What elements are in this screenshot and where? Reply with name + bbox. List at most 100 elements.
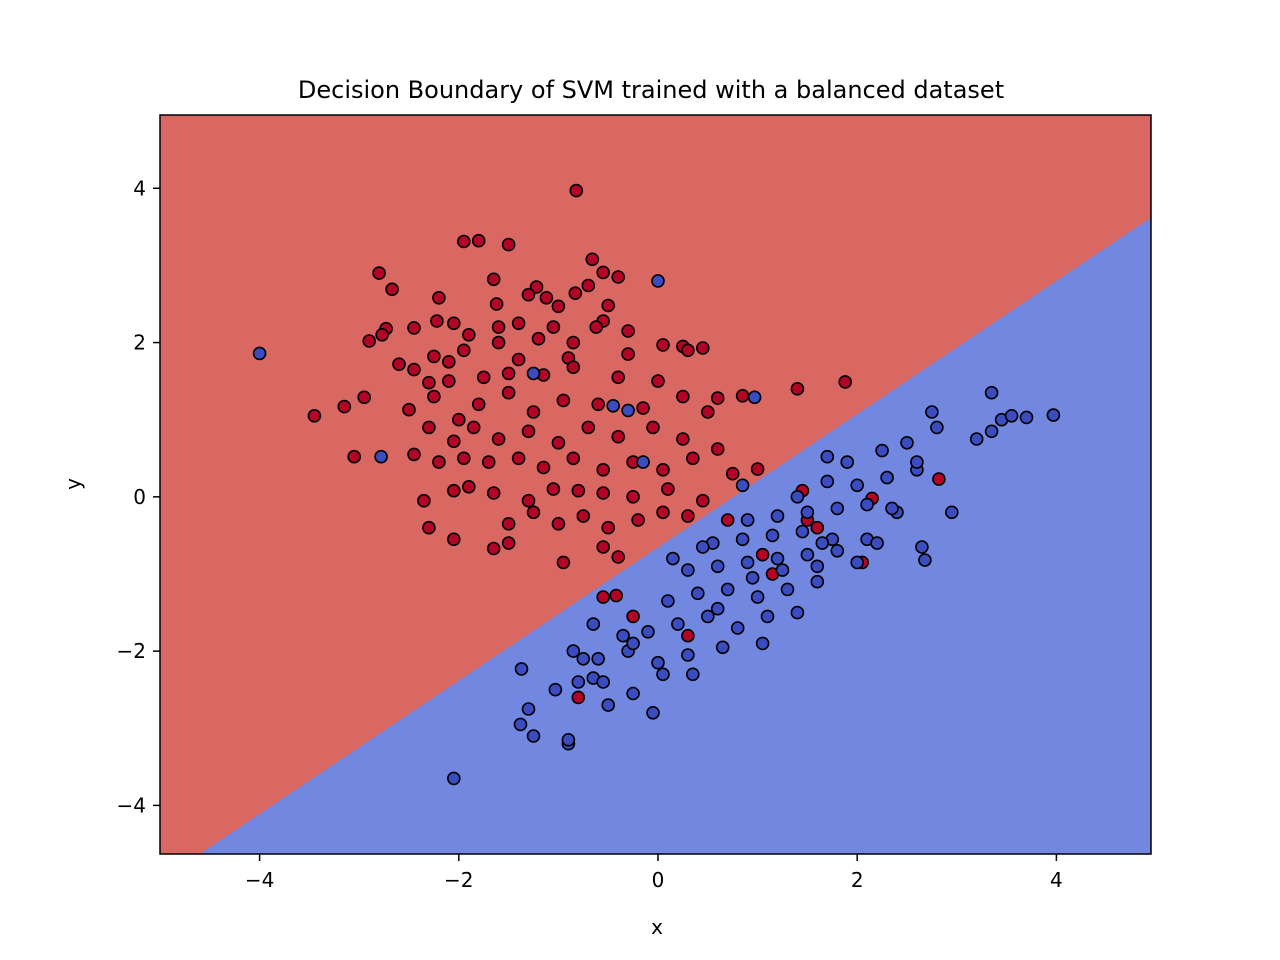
data-point-blue [747, 390, 762, 405]
data-point-blue [775, 563, 790, 577]
data-point-red [626, 609, 640, 624]
data-point-red [596, 590, 611, 604]
data-point-red [422, 420, 436, 435]
data-point-blue [830, 543, 845, 558]
data-point-red [676, 432, 690, 446]
data-point-red [576, 509, 591, 523]
data-point-red [422, 375, 436, 390]
data-point-blue [446, 771, 461, 786]
data-point-red [456, 343, 471, 358]
data-point-red [750, 462, 765, 476]
data-point-blue [651, 655, 665, 670]
data-point-red [539, 290, 554, 305]
data-point-red [556, 393, 571, 408]
data-point-red [755, 547, 770, 562]
data-point-blue [770, 551, 785, 566]
data-point-red [407, 362, 421, 377]
region-class-blue [160, 217, 1151, 854]
data-point-red [501, 237, 516, 252]
data-point-red [838, 375, 853, 389]
data-point-red [601, 298, 616, 313]
data-point-blue [870, 536, 884, 550]
data-point-red [589, 320, 604, 334]
data-point-blue [969, 432, 984, 446]
data-point-blue [750, 590, 765, 604]
data-point-blue [513, 717, 528, 732]
y-tick-label: −2 [117, 639, 146, 663]
data-point-red [486, 541, 501, 556]
data-point-red [626, 489, 640, 504]
data-point-blue [561, 732, 576, 747]
data-point-blue [830, 501, 845, 516]
data-point-red [446, 434, 461, 449]
data-point-red [585, 252, 600, 267]
data-point-red [581, 420, 596, 435]
data-point-blue [621, 403, 635, 418]
data-point-blue [800, 547, 815, 562]
data-point-red [571, 690, 586, 705]
data-point-red [571, 483, 586, 498]
data-point-blue [820, 474, 835, 489]
data-point-blue [755, 636, 770, 651]
data-point-red [531, 331, 546, 346]
data-point-red [471, 397, 486, 412]
data-point-red [661, 482, 675, 496]
data-point-red [681, 343, 695, 358]
data-point-blue [720, 582, 735, 597]
data-point-red [466, 420, 481, 435]
plot-frame [159, 114, 1152, 855]
data-point-red [511, 316, 526, 331]
x-tick-label: −2 [444, 868, 473, 892]
data-point-red [566, 360, 581, 375]
data-point-red [441, 354, 456, 369]
data-point-red [461, 327, 476, 342]
data-point-red [521, 424, 536, 439]
data-point-red [432, 290, 446, 305]
data-point-blue [790, 489, 805, 504]
data-point-blue [374, 449, 388, 464]
data-point-blue [252, 346, 267, 361]
data-point-red [456, 451, 471, 466]
data-point-red [611, 429, 626, 444]
data-point-red [636, 401, 650, 415]
data-point-blue [850, 478, 865, 493]
data-point-red [461, 479, 476, 494]
data-point-red [486, 486, 501, 500]
data-point-blue [586, 617, 601, 631]
data-point-red [681, 628, 695, 643]
x-axis-label: x [651, 915, 663, 939]
data-point-blue [740, 555, 755, 570]
data-point-red [695, 341, 710, 355]
data-point-red [536, 460, 551, 475]
data-point-blue [984, 424, 999, 439]
data-point-red [932, 472, 946, 486]
data-point-red [611, 550, 626, 564]
data-point-red [621, 324, 635, 338]
data-point-red [609, 588, 624, 603]
data-point-blue [661, 594, 675, 608]
y-axis: −4 −2 0 2 4 [117, 176, 160, 817]
data-point-blue [810, 559, 825, 574]
data-point-red [685, 451, 700, 466]
data-point-red [446, 316, 461, 331]
data-point-red [710, 442, 725, 456]
data-point-red [695, 493, 710, 508]
data-point-red [569, 183, 584, 198]
data-point-blue [651, 274, 665, 288]
data-point-red [566, 451, 581, 466]
data-point-blue [1019, 410, 1034, 425]
data-point-red [407, 447, 421, 462]
x-tick-label: −4 [245, 868, 274, 892]
y-tick-label: 0 [133, 485, 146, 509]
data-point-red [681, 509, 695, 523]
data-point-red [357, 390, 372, 405]
data-point-blue [910, 455, 924, 469]
data-point-blue [596, 675, 611, 689]
data-point-red [372, 266, 386, 280]
data-point-blue [850, 555, 865, 570]
data-point-red [646, 420, 660, 435]
data-point-blue [681, 648, 695, 662]
data-point-red [596, 540, 611, 554]
data-point-red [362, 334, 377, 348]
